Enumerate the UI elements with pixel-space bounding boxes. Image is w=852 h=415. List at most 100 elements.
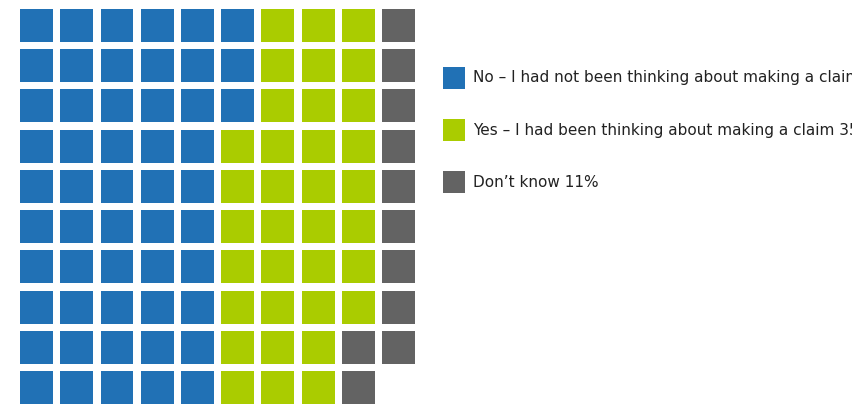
- FancyBboxPatch shape: [60, 9, 93, 42]
- FancyBboxPatch shape: [302, 170, 334, 203]
- FancyBboxPatch shape: [302, 331, 334, 364]
- FancyBboxPatch shape: [141, 331, 174, 364]
- Text: Don’t know 11%: Don’t know 11%: [472, 175, 598, 190]
- FancyBboxPatch shape: [141, 290, 174, 324]
- FancyBboxPatch shape: [261, 290, 294, 324]
- FancyBboxPatch shape: [261, 210, 294, 243]
- FancyBboxPatch shape: [342, 129, 374, 163]
- FancyBboxPatch shape: [302, 250, 334, 283]
- FancyBboxPatch shape: [141, 250, 174, 283]
- FancyBboxPatch shape: [101, 170, 133, 203]
- FancyBboxPatch shape: [302, 371, 334, 404]
- Text: Yes – I had been thinking about making a claim 35%: Yes – I had been thinking about making a…: [472, 122, 852, 138]
- FancyBboxPatch shape: [382, 290, 415, 324]
- FancyBboxPatch shape: [382, 90, 415, 122]
- FancyBboxPatch shape: [60, 49, 93, 82]
- FancyBboxPatch shape: [342, 9, 374, 42]
- FancyBboxPatch shape: [302, 210, 334, 243]
- FancyBboxPatch shape: [181, 250, 214, 283]
- FancyBboxPatch shape: [101, 49, 133, 82]
- FancyBboxPatch shape: [302, 9, 334, 42]
- FancyBboxPatch shape: [60, 170, 93, 203]
- FancyBboxPatch shape: [221, 129, 254, 163]
- FancyBboxPatch shape: [101, 331, 133, 364]
- FancyBboxPatch shape: [221, 9, 254, 42]
- FancyBboxPatch shape: [261, 170, 294, 203]
- FancyBboxPatch shape: [20, 331, 53, 364]
- FancyBboxPatch shape: [382, 9, 415, 42]
- FancyBboxPatch shape: [60, 290, 93, 324]
- FancyBboxPatch shape: [382, 129, 415, 163]
- FancyBboxPatch shape: [342, 90, 374, 122]
- FancyBboxPatch shape: [101, 250, 133, 283]
- FancyBboxPatch shape: [141, 210, 174, 243]
- FancyBboxPatch shape: [20, 250, 53, 283]
- FancyBboxPatch shape: [60, 129, 93, 163]
- Text: No – I had not been thinking about making a claim 53%: No – I had not been thinking about makin…: [472, 70, 852, 85]
- FancyBboxPatch shape: [342, 290, 374, 324]
- FancyBboxPatch shape: [101, 129, 133, 163]
- FancyBboxPatch shape: [342, 250, 374, 283]
- FancyBboxPatch shape: [181, 90, 214, 122]
- FancyBboxPatch shape: [261, 49, 294, 82]
- FancyBboxPatch shape: [60, 210, 93, 243]
- FancyBboxPatch shape: [181, 49, 214, 82]
- FancyBboxPatch shape: [221, 49, 254, 82]
- FancyBboxPatch shape: [382, 210, 415, 243]
- FancyBboxPatch shape: [181, 170, 214, 203]
- FancyBboxPatch shape: [221, 170, 254, 203]
- FancyBboxPatch shape: [141, 49, 174, 82]
- FancyBboxPatch shape: [181, 331, 214, 364]
- FancyBboxPatch shape: [141, 129, 174, 163]
- FancyBboxPatch shape: [181, 210, 214, 243]
- FancyBboxPatch shape: [181, 129, 214, 163]
- FancyBboxPatch shape: [302, 129, 334, 163]
- FancyBboxPatch shape: [382, 250, 415, 283]
- FancyBboxPatch shape: [221, 90, 254, 122]
- FancyBboxPatch shape: [101, 371, 133, 404]
- FancyBboxPatch shape: [141, 371, 174, 404]
- FancyBboxPatch shape: [141, 170, 174, 203]
- FancyBboxPatch shape: [221, 371, 254, 404]
- FancyBboxPatch shape: [342, 170, 374, 203]
- FancyBboxPatch shape: [302, 90, 334, 122]
- FancyBboxPatch shape: [20, 170, 53, 203]
- FancyBboxPatch shape: [261, 9, 294, 42]
- FancyBboxPatch shape: [181, 290, 214, 324]
- FancyBboxPatch shape: [101, 290, 133, 324]
- FancyBboxPatch shape: [101, 9, 133, 42]
- FancyBboxPatch shape: [442, 67, 464, 89]
- FancyBboxPatch shape: [20, 290, 53, 324]
- FancyBboxPatch shape: [342, 210, 374, 243]
- FancyBboxPatch shape: [261, 250, 294, 283]
- FancyBboxPatch shape: [20, 129, 53, 163]
- FancyBboxPatch shape: [382, 331, 415, 364]
- FancyBboxPatch shape: [221, 250, 254, 283]
- FancyBboxPatch shape: [342, 371, 374, 404]
- FancyBboxPatch shape: [60, 331, 93, 364]
- FancyBboxPatch shape: [261, 371, 294, 404]
- FancyBboxPatch shape: [382, 170, 415, 203]
- FancyBboxPatch shape: [141, 9, 174, 42]
- FancyBboxPatch shape: [20, 210, 53, 243]
- FancyBboxPatch shape: [60, 90, 93, 122]
- FancyBboxPatch shape: [342, 331, 374, 364]
- FancyBboxPatch shape: [20, 49, 53, 82]
- FancyBboxPatch shape: [342, 49, 374, 82]
- FancyBboxPatch shape: [141, 90, 174, 122]
- FancyBboxPatch shape: [181, 371, 214, 404]
- FancyBboxPatch shape: [382, 49, 415, 82]
- FancyBboxPatch shape: [20, 90, 53, 122]
- FancyBboxPatch shape: [302, 290, 334, 324]
- FancyBboxPatch shape: [261, 129, 294, 163]
- FancyBboxPatch shape: [181, 9, 214, 42]
- FancyBboxPatch shape: [221, 290, 254, 324]
- FancyBboxPatch shape: [261, 331, 294, 364]
- FancyBboxPatch shape: [20, 371, 53, 404]
- FancyBboxPatch shape: [442, 119, 464, 141]
- FancyBboxPatch shape: [221, 331, 254, 364]
- FancyBboxPatch shape: [221, 210, 254, 243]
- FancyBboxPatch shape: [20, 9, 53, 42]
- FancyBboxPatch shape: [60, 371, 93, 404]
- FancyBboxPatch shape: [101, 210, 133, 243]
